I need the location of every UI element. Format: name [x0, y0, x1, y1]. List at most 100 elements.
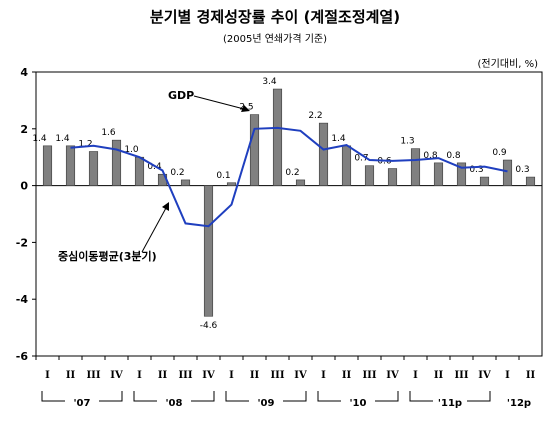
- moving-average-line: [70, 126, 508, 228]
- year-bracket-left: [409, 391, 433, 402]
- year-label: '10: [350, 398, 367, 409]
- gdp-annotation: GDP: [168, 89, 194, 102]
- bar: [203, 185, 214, 317]
- bar: [479, 176, 490, 186]
- quarter-label: II: [66, 370, 76, 381]
- data-label: 0.3: [515, 165, 529, 175]
- year-bracket-left: [41, 391, 65, 402]
- quarter-label: I: [321, 370, 326, 381]
- bar: [88, 151, 99, 186]
- bar: [180, 179, 191, 186]
- quarter-label: I: [229, 370, 234, 381]
- y-tick-label: 0: [20, 180, 28, 193]
- bar: [364, 165, 375, 186]
- bar: [295, 179, 306, 186]
- bar: [42, 145, 53, 186]
- quarter-label: I: [137, 370, 142, 381]
- plot-area-frame: [35, 71, 543, 357]
- data-label: 1.0: [124, 145, 139, 155]
- y-tick-label: 2: [20, 123, 28, 136]
- data-label: 0.9: [492, 148, 507, 158]
- quarter-label: II: [250, 370, 260, 381]
- bar: [134, 156, 145, 186]
- y-tick-label: -6: [16, 350, 29, 363]
- data-label: 1.4: [55, 134, 70, 144]
- bar: [525, 176, 536, 186]
- gdp-arrow-head: [241, 105, 250, 112]
- year-bracket-right: [191, 391, 215, 402]
- quarter-label: IV: [478, 370, 491, 381]
- moving-average-group: [70, 126, 508, 228]
- data-label: 0.2: [170, 168, 184, 178]
- data-labels-group: 1.41.41.21.61.00.40.2-4.60.12.53.40.22.2…: [32, 77, 529, 331]
- year-label: '07: [74, 398, 91, 409]
- data-label: 0.7: [354, 154, 368, 164]
- y-tick-label: 4: [20, 66, 28, 79]
- year-bracket-right: [467, 391, 491, 402]
- year-bracket-right: [283, 391, 307, 402]
- year-label: '08: [166, 398, 183, 409]
- quarter-label: IV: [110, 370, 123, 381]
- quarter-label: II: [434, 370, 444, 381]
- data-label: 1.2: [78, 140, 92, 150]
- data-label: 3.4: [262, 77, 277, 87]
- data-label: 1.3: [400, 137, 414, 147]
- data-label: -4.6: [200, 321, 218, 331]
- y-axis-ticks: 4 2 0 -2 -4 -6: [16, 66, 36, 363]
- bar: [456, 162, 467, 186]
- data-label: 0.2: [285, 168, 299, 178]
- bar: [65, 145, 76, 186]
- bar: [318, 122, 329, 186]
- quarter-label: III: [454, 370, 468, 381]
- bar: [387, 168, 398, 186]
- quarter-label: I: [505, 370, 510, 381]
- quarter-label: II: [158, 370, 168, 381]
- y-tick-label: -2: [16, 236, 28, 249]
- quarter-label: III: [362, 370, 376, 381]
- quarter-label: IV: [294, 370, 307, 381]
- bar: [111, 139, 122, 186]
- moving-average-annotation: 중심이동평균(3분기): [58, 249, 157, 263]
- x-axis-group: I II III IV I II III IV I II III IV I II III IV I II III IV…: [35, 356, 536, 409]
- bar: [226, 182, 237, 186]
- unit-label: (전기대비, %): [477, 59, 538, 70]
- quarter-label: II: [342, 370, 352, 381]
- year-bracket-left: [225, 391, 249, 402]
- bar: [272, 88, 283, 186]
- y-tick-label: -4: [16, 293, 29, 306]
- bar: [410, 148, 421, 186]
- data-label: 1.6: [101, 128, 116, 138]
- data-label: 0.1: [216, 171, 230, 181]
- data-label: 0.4: [147, 162, 162, 172]
- bars-group: [42, 88, 536, 317]
- quarter-label: III: [270, 370, 284, 381]
- year-bracket-right: [375, 391, 399, 402]
- chart-subtitle: (2005년 연쇄가격 기준): [222, 34, 327, 45]
- year-bracket-left: [317, 391, 341, 402]
- year-bracket-right: [99, 391, 123, 402]
- bar: [341, 145, 352, 186]
- quarter-label: I: [413, 370, 418, 381]
- bar: [249, 114, 260, 186]
- quarter-label: II: [526, 370, 536, 381]
- year-label: '12p: [507, 398, 531, 409]
- quarter-label: IV: [386, 370, 399, 381]
- bar: [433, 162, 444, 186]
- data-label: 0.8: [423, 151, 438, 161]
- chart-title: 분기별 경제성장률 추이 (계절조정계열): [149, 8, 401, 26]
- data-label: 1.4: [32, 134, 47, 144]
- quarter-label: I: [45, 370, 50, 381]
- year-bracket-left: [133, 391, 157, 402]
- data-label: 0.8: [446, 151, 461, 161]
- quarter-label: IV: [202, 370, 215, 381]
- quarter-label: III: [86, 370, 100, 381]
- year-label: '09: [258, 398, 275, 409]
- moving-average-arrow-head: [162, 202, 169, 211]
- year-label: '11p: [438, 398, 462, 409]
- data-label: 2.2: [308, 111, 322, 121]
- gdp-annotation-arrow: [193, 95, 245, 110]
- quarter-label: III: [178, 370, 192, 381]
- data-label: 0.3: [469, 165, 483, 175]
- bar: [502, 159, 513, 186]
